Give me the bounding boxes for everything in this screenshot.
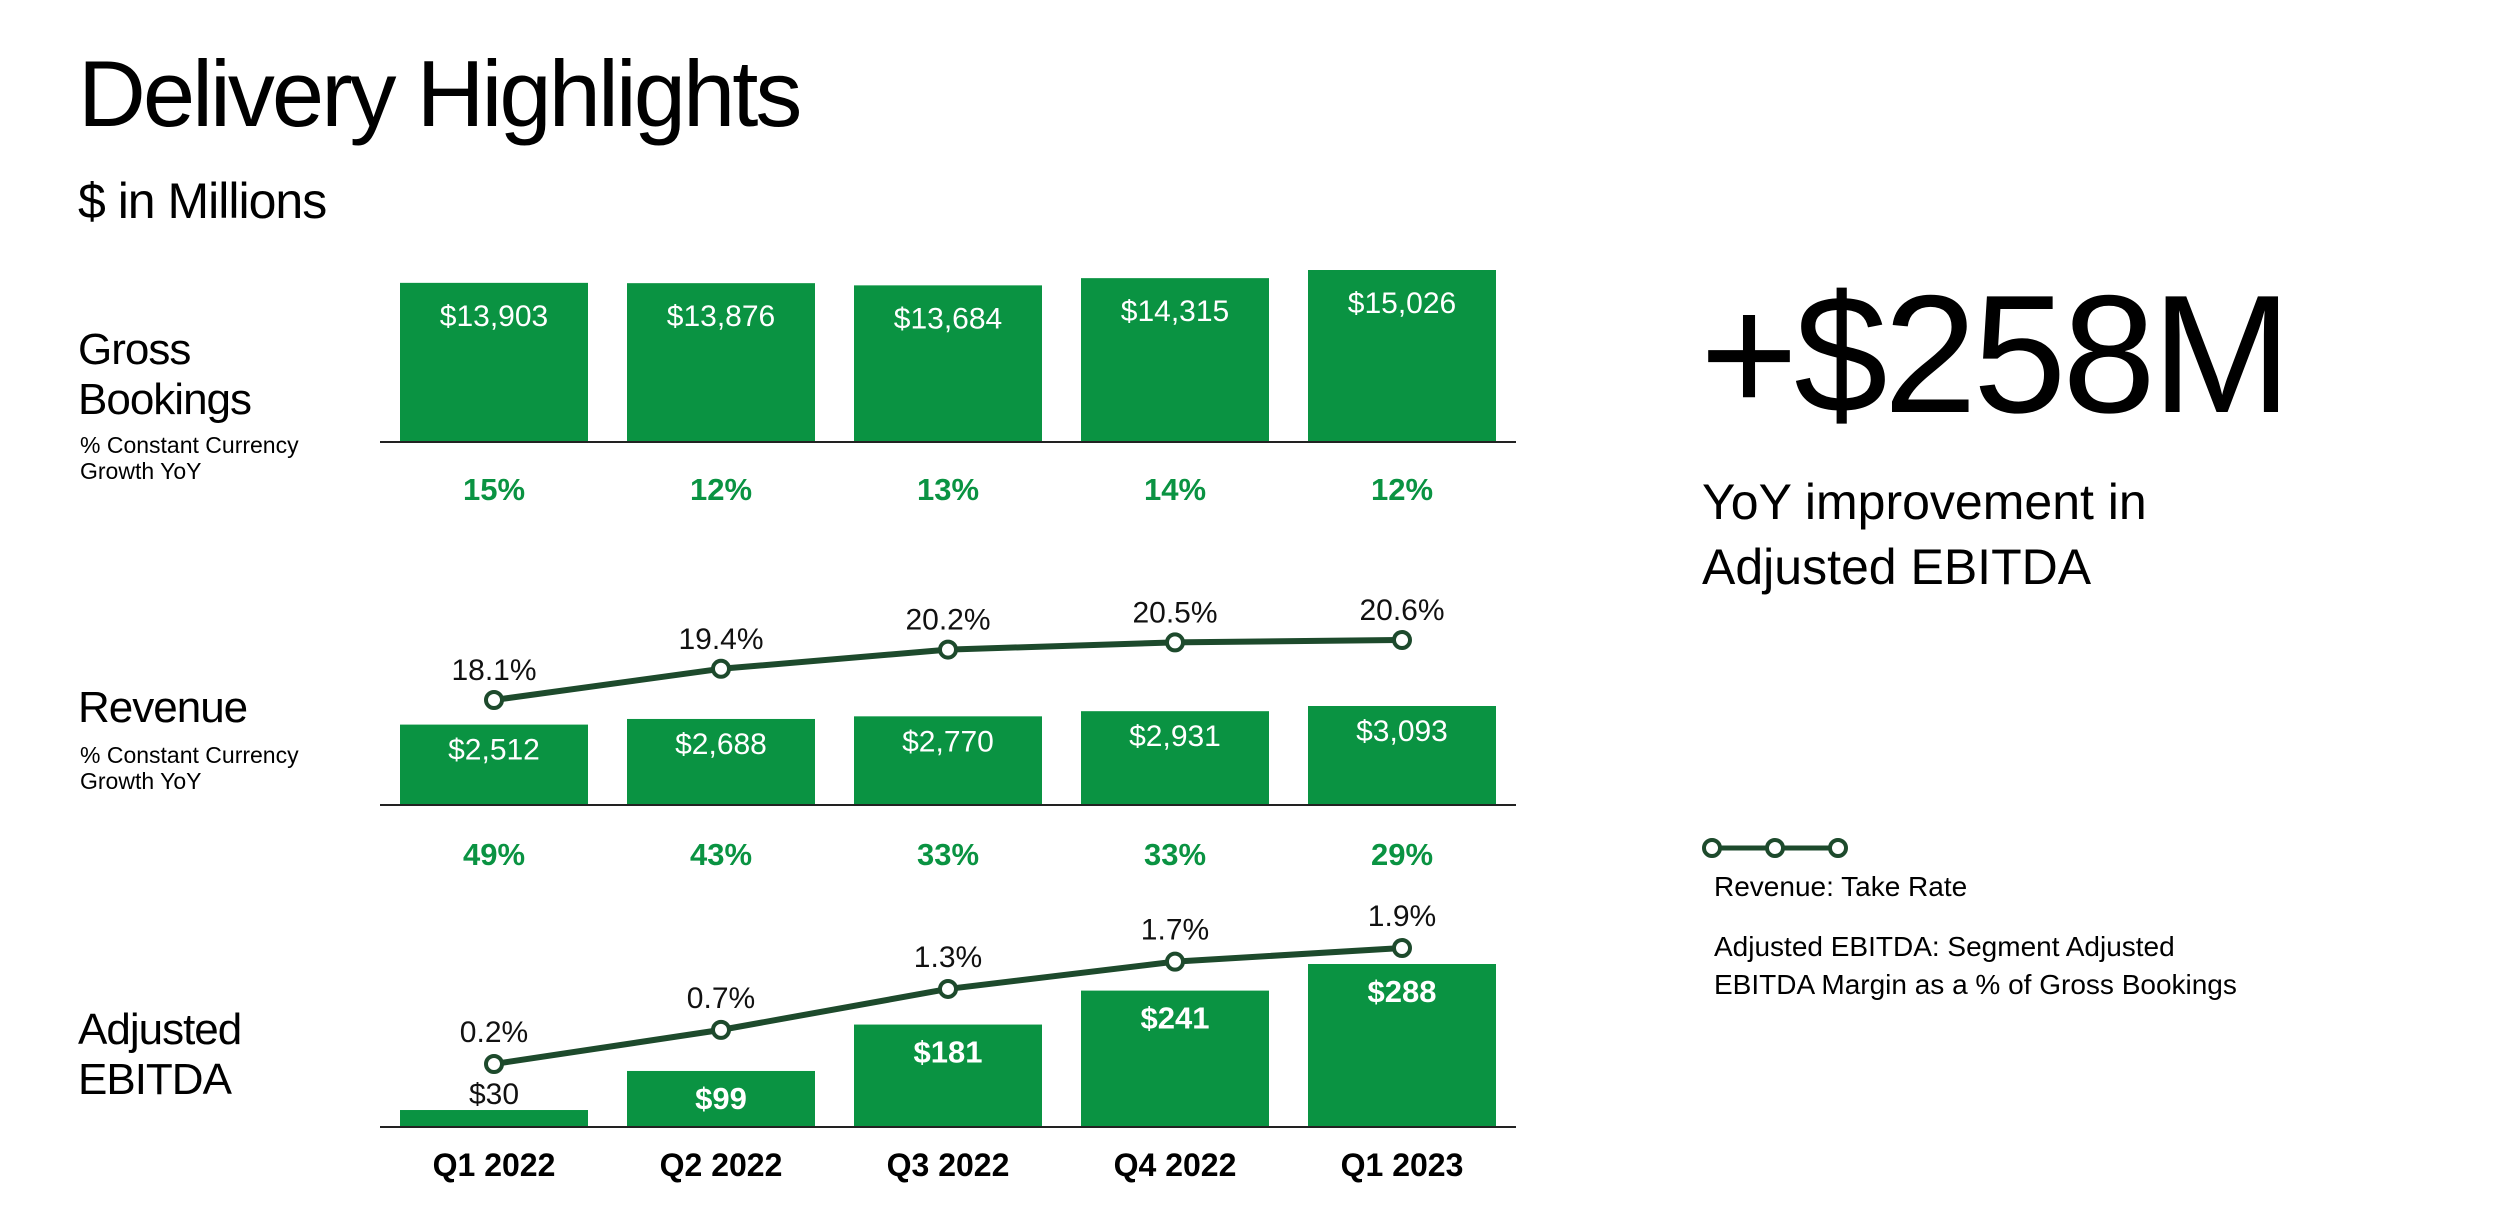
- ebitda-margin-point: [484, 1054, 504, 1074]
- ebitda-margin-point: [711, 1019, 731, 1040]
- revenue-value-label: $3,093: [1356, 715, 1448, 748]
- take-rate-point: [484, 690, 504, 710]
- gross-bookings-bar: [1308, 270, 1496, 442]
- revenue-label: Revenue: [78, 683, 248, 732]
- ebitda-improvement-caption: YoY improvement in Adjusted EBITDA: [1702, 474, 2147, 595]
- ebitda-margin-point: [1165, 951, 1185, 972]
- gross-bookings-sub-line2: Growth YoY: [80, 458, 202, 484]
- page-subtitle: $ in Millions: [78, 173, 327, 229]
- gross-bookings-value-label: $15,026: [1348, 287, 1456, 320]
- gross-bookings-label-line2: Bookings: [78, 375, 252, 424]
- ebitda-margin-label: 0.7%: [687, 982, 755, 1015]
- revenue-growth-label: 33%: [917, 837, 979, 872]
- revenue-growth-label: 33%: [1144, 837, 1206, 872]
- ebitda-bar: [627, 1070, 815, 1127]
- take-rate-point: [938, 639, 958, 660]
- gross-bookings-bar: [854, 285, 1042, 442]
- gross-bookings-growth-label: 15%: [463, 472, 525, 507]
- ebitda-margin-label: 1.7%: [1141, 914, 1209, 947]
- revenue-growth-label: 43%: [690, 837, 752, 872]
- revenue-bar: [400, 724, 588, 805]
- gross-bookings-label-line1: Gross: [78, 325, 191, 374]
- quarter-label: Q1 2022: [433, 1147, 556, 1183]
- quarter-label: Q1 2023: [1341, 1147, 1464, 1183]
- revenue-value-label: $2,512: [448, 734, 540, 767]
- gross-bookings-bar: [1081, 278, 1269, 442]
- ebitda-label-line1: Adjusted: [78, 1005, 242, 1054]
- ebitda-margin-point: [1392, 938, 1412, 958]
- ebitda-value-label: $241: [1141, 1001, 1210, 1036]
- take-rate-point: [1392, 630, 1412, 650]
- take-rate-label: 19.4%: [678, 623, 763, 656]
- take-rate-label: 20.6%: [1359, 594, 1444, 627]
- revenue-value-label: $2,931: [1129, 720, 1221, 753]
- take-rate-label: 20.2%: [905, 604, 990, 637]
- gross-bookings-bar: [400, 282, 588, 442]
- quarter-label: Q4 2022: [1114, 1147, 1237, 1183]
- quarter-label: Q2 2022: [660, 1147, 783, 1183]
- ebitda-value-label: $288: [1368, 974, 1437, 1009]
- revenue-sub-line1: % Constant Currency: [80, 742, 299, 768]
- ebitda-bar: [1081, 990, 1269, 1127]
- revenue-sub-line2: Growth YoY: [80, 768, 202, 794]
- legend-take-rate: Revenue: Take Rate: [1714, 871, 1968, 902]
- ebitda-margin-label: 0.2%: [460, 1016, 528, 1049]
- gross-bookings-growth-label: 12%: [690, 472, 752, 507]
- ebitda-value-label: $181: [914, 1035, 983, 1070]
- revenue-bar: [1081, 711, 1269, 805]
- ebitda-value-label: $99: [695, 1081, 747, 1116]
- gross-bookings-growth-label: 14%: [1144, 472, 1206, 507]
- gross-bookings-bar: [627, 283, 815, 442]
- revenue-bar: [854, 716, 1042, 805]
- gross-bookings-value-label: $13,684: [894, 302, 1002, 335]
- ebitda-bar: [400, 1110, 588, 1127]
- quarter-label: Q3 2022: [887, 1147, 1010, 1183]
- ebitda-improvement-value: +$258M: [1700, 260, 2292, 448]
- revenue-bar: [627, 718, 815, 805]
- gross-bookings-value-label: $13,876: [667, 300, 775, 333]
- revenue-growth-label: 29%: [1371, 837, 1433, 872]
- take-rate-legend-icon: [1702, 838, 1848, 858]
- revenue-growth-label: 49%: [463, 837, 525, 872]
- ebitda-margin-label: 1.3%: [914, 941, 982, 974]
- take-rate-label: 18.1%: [451, 654, 536, 687]
- gross-bookings-growth-label: 13%: [917, 472, 979, 507]
- gross-bookings-sub-line1: % Constant Currency: [80, 432, 299, 458]
- ebitda-margin-label: 1.9%: [1368, 900, 1436, 933]
- ebitda-margin-point: [938, 978, 958, 999]
- gross-bookings-value-label: $14,315: [1121, 295, 1229, 328]
- gross-bookings-growth-label: 12%: [1371, 472, 1433, 507]
- revenue-value-label: $2,688: [675, 728, 767, 761]
- revenue-bar: [1308, 706, 1496, 805]
- gross-bookings-value-label: $13,903: [440, 300, 548, 333]
- page-title: Delivery Highlights: [78, 41, 802, 146]
- take-rate-point: [711, 658, 731, 679]
- take-rate-label: 20.5%: [1132, 596, 1217, 629]
- take-rate-point: [1165, 632, 1185, 653]
- ebitda-bar: [854, 1024, 1042, 1127]
- ebitda-value-label: $30: [469, 1078, 519, 1111]
- legend-ebitda-margin: Adjusted EBITDA: Segment Adjusted EBITDA…: [1714, 931, 2237, 1000]
- revenue-value-label: $2,770: [902, 725, 994, 758]
- ebitda-bar: [1308, 964, 1496, 1127]
- ebitda-label-line2: EBITDA: [78, 1055, 232, 1104]
